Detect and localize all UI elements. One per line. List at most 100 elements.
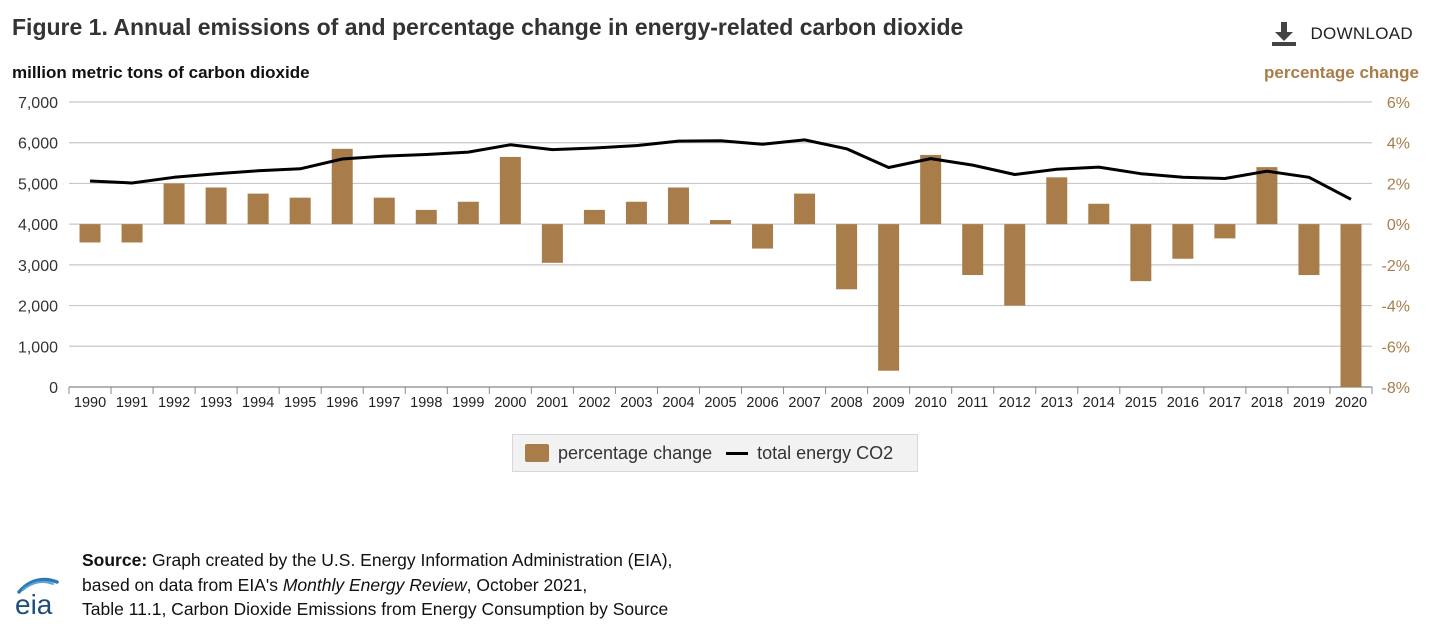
- x-tick-label: 2018: [1251, 395, 1283, 411]
- right-tick-label: 0%: [1387, 217, 1410, 234]
- right-tick-label: 4%: [1387, 136, 1410, 153]
- x-tick-label: 2012: [999, 395, 1031, 411]
- bar: [1256, 167, 1278, 225]
- x-tick-label: 1991: [116, 395, 148, 411]
- bar: [878, 224, 900, 371]
- bar: [1298, 224, 1320, 276]
- legend-item-total-energy-co2[interactable]: total energy CO2: [712, 443, 893, 464]
- bar: [920, 154, 942, 225]
- legend-bar-swatch: [525, 444, 549, 462]
- right-tick-label: -4%: [1382, 299, 1410, 316]
- x-tick-label: 1993: [200, 395, 232, 411]
- download-button[interactable]: DOWNLOAD: [1272, 22, 1413, 46]
- left-tick-label: 0: [49, 380, 58, 397]
- source-note: Source: Graph created by the U.S. Energy…: [82, 548, 672, 622]
- x-tick-label: 1998: [410, 395, 442, 411]
- download-label: DOWNLOAD: [1310, 24, 1413, 43]
- svg-text:eia: eia: [15, 589, 53, 620]
- x-tick-label: 2020: [1335, 395, 1367, 411]
- left-tick-label: 2,000: [18, 299, 58, 316]
- legend-bar-label: percentage change: [558, 442, 713, 463]
- x-tick-label: 1992: [158, 395, 190, 411]
- source-line3: Table 11.1, Carbon Dioxide Emissions fro…: [82, 599, 669, 619]
- x-tick-label: 2007: [788, 395, 820, 411]
- bar: [289, 197, 311, 225]
- bar: [752, 224, 774, 249]
- bar: [1214, 224, 1236, 239]
- x-tick-label: 1994: [242, 395, 274, 411]
- x-tick-label: 2019: [1293, 395, 1325, 411]
- bar: [163, 183, 185, 225]
- bar: [962, 224, 984, 276]
- bar: [625, 201, 647, 225]
- x-tick-label: 2002: [578, 395, 610, 411]
- left-tick-label: 6,000: [18, 136, 58, 153]
- x-tick-label: 2003: [620, 395, 652, 411]
- x-tick-label: 2016: [1167, 395, 1199, 411]
- bar: [836, 224, 858, 290]
- bar: [247, 193, 269, 225]
- bar: [457, 201, 479, 225]
- download-icon: [1272, 22, 1297, 46]
- bar: [541, 224, 563, 263]
- bar: [373, 197, 395, 225]
- x-tick-label: 1996: [326, 395, 358, 411]
- bar: [415, 209, 437, 225]
- bar: [79, 224, 101, 243]
- x-tick-label: 1995: [284, 395, 316, 411]
- x-tick-label: 2010: [915, 395, 947, 411]
- chart-area: 0 -8% 1,000 -6% 2,000 -4% 3,000 -2% 4,000 0% 5,000…: [18, 95, 1410, 411]
- left-tick-label: 1,000: [18, 339, 58, 356]
- x-tick-label: 2008: [830, 395, 862, 411]
- right-tick-label: -6%: [1382, 339, 1410, 356]
- source-line1: Graph created by the U.S. Energy Informa…: [147, 550, 673, 570]
- source-line2-italic: Monthly Energy Review: [282, 574, 467, 595]
- bar: [205, 187, 227, 225]
- x-tick-label: 1997: [368, 395, 400, 411]
- source-bold: Source:: [82, 550, 148, 570]
- legend-item-percentage-change[interactable]: percentage change: [513, 443, 712, 464]
- x-tick-label: 1999: [452, 395, 484, 411]
- right-tick-label: 2%: [1387, 176, 1410, 193]
- bar: [710, 220, 731, 225]
- bar: [583, 209, 605, 225]
- x-tick-label: 2011: [957, 395, 988, 411]
- x-tick-label: 2013: [1041, 395, 1073, 411]
- legend-line-label: total energy CO2: [757, 442, 894, 463]
- bar: [1130, 224, 1152, 282]
- x-tick-label: 2000: [494, 395, 526, 411]
- left-tick-label: 5,000: [18, 176, 58, 193]
- right-tick-label: -2%: [1382, 258, 1410, 275]
- bar: [1046, 177, 1068, 225]
- x-tick-label: 2017: [1209, 395, 1241, 411]
- eia-logo: eia: [13, 570, 65, 627]
- x-tick-label: 2001: [536, 395, 568, 411]
- left-tick-label: 7,000: [18, 95, 58, 112]
- x-tick-label: 2005: [704, 395, 736, 411]
- source-line2-post: , October 2021,: [466, 574, 588, 595]
- x-tick-label: 2006: [746, 395, 778, 411]
- right-tick-label: 6%: [1387, 95, 1410, 112]
- x-tick-label: 2009: [872, 395, 904, 411]
- left-tick-label: 4,000: [18, 217, 58, 234]
- bar: [499, 156, 521, 225]
- source-line2-pre: based on data from EIA's: [82, 574, 283, 595]
- bar: [794, 193, 816, 225]
- right-axis-label: percentage change: [1264, 63, 1419, 82]
- x-tick-label: 2014: [1083, 395, 1115, 411]
- left-axis-label: million metric tons of carbon dioxide: [12, 63, 310, 82]
- bar: [1088, 203, 1110, 225]
- bar: [1004, 224, 1026, 306]
- bar: [331, 148, 353, 225]
- legend-line-swatch: [726, 451, 749, 455]
- x-tick-label: 1990: [74, 395, 106, 411]
- bar: [1172, 224, 1194, 259]
- bar: [667, 187, 689, 225]
- bar: [121, 224, 143, 243]
- legend: percentage change total energy CO2: [512, 434, 918, 472]
- bar: [1340, 224, 1362, 387]
- x-tick-label: 2015: [1125, 395, 1157, 411]
- right-tick-label: -8%: [1382, 380, 1410, 397]
- series-line-total-energy-co2: [89, 138, 1352, 201]
- left-tick-label: 3,000: [18, 258, 58, 275]
